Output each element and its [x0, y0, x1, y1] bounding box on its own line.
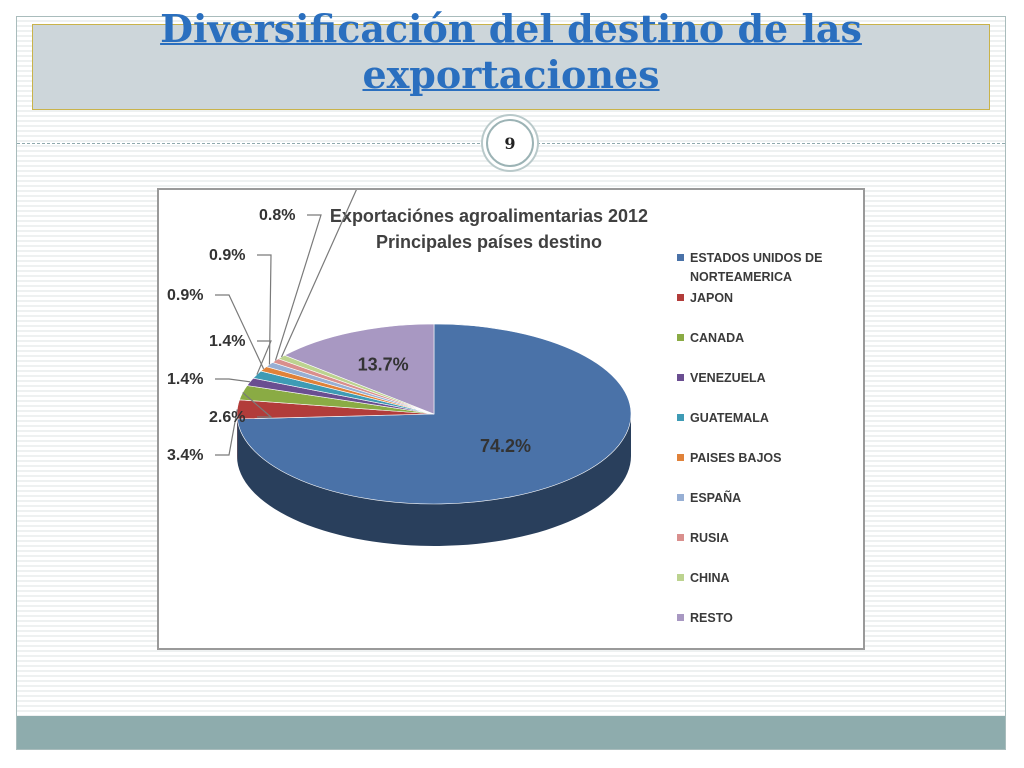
chart-container: Exportaciónes agroalimentarias 2012 Princ…	[157, 188, 865, 650]
slide-title: Diversificación del destino de las expor…	[160, 6, 862, 97]
data-label-3: 1.4%	[167, 371, 203, 388]
leader-line-5	[215, 294, 265, 370]
leader-line-7	[274, 214, 322, 361]
pie-side-0	[237, 414, 631, 546]
legend-label-6: ESPAÑA	[690, 490, 741, 505]
leader-line-2	[242, 392, 273, 418]
legend-swatch-1	[677, 294, 684, 301]
data-label-6: 0.9%	[209, 247, 245, 264]
leader-line-6	[257, 254, 272, 365]
legend-label-3: VENEZUELA	[690, 371, 766, 385]
legend-label-7: RUSIA	[690, 531, 729, 545]
pie-slice-9	[283, 323, 435, 415]
legend-label-0: ESTADOS UNIDOS DE NORTEAMERICA	[690, 251, 822, 284]
legend-swatch-3	[677, 374, 684, 381]
title-band	[32, 24, 990, 110]
legend-label-4: GUATEMALA	[690, 411, 769, 425]
legend-swatch-7	[677, 534, 684, 541]
data-label-1: 3.4%	[167, 447, 203, 464]
data-label-5: 0.9%	[167, 287, 203, 304]
chart-subtitle: Principales países destino	[376, 232, 602, 252]
pie-chart: Exportaciónes agroalimentarias 2012 Princ…	[167, 190, 822, 625]
page-number-badge: 9	[486, 119, 534, 167]
leader-line-1	[215, 409, 238, 456]
data-label-9: 13.7%	[358, 354, 409, 374]
legend-label-9: RESTO	[690, 611, 733, 625]
chart-title: Exportaciónes agroalimentarias 2012	[330, 206, 648, 226]
legend-label-2: CANADA	[690, 331, 744, 345]
data-label-2: 2.6%	[209, 409, 245, 426]
legend-swatch-8	[677, 574, 684, 581]
leader-line-3	[215, 378, 251, 383]
data-label-4: 1.4%	[209, 333, 245, 350]
legend-swatch-2	[677, 334, 684, 341]
data-label-7: 0.8%	[259, 207, 295, 224]
legend-swatch-0	[677, 254, 684, 261]
data-label-0: 74.2%	[480, 436, 531, 456]
legend-swatch-5	[677, 454, 684, 461]
legend-label-8: CHINA	[690, 571, 730, 585]
legend-swatch-9	[677, 614, 684, 621]
legend-label-5: PAISES BAJOS	[690, 451, 781, 465]
legend-swatch-4	[677, 414, 684, 421]
leader-line-8	[280, 190, 357, 358]
legend-label-1: JAPON	[690, 291, 733, 305]
footer-bar	[17, 716, 1005, 749]
legend-swatch-6	[677, 494, 684, 501]
